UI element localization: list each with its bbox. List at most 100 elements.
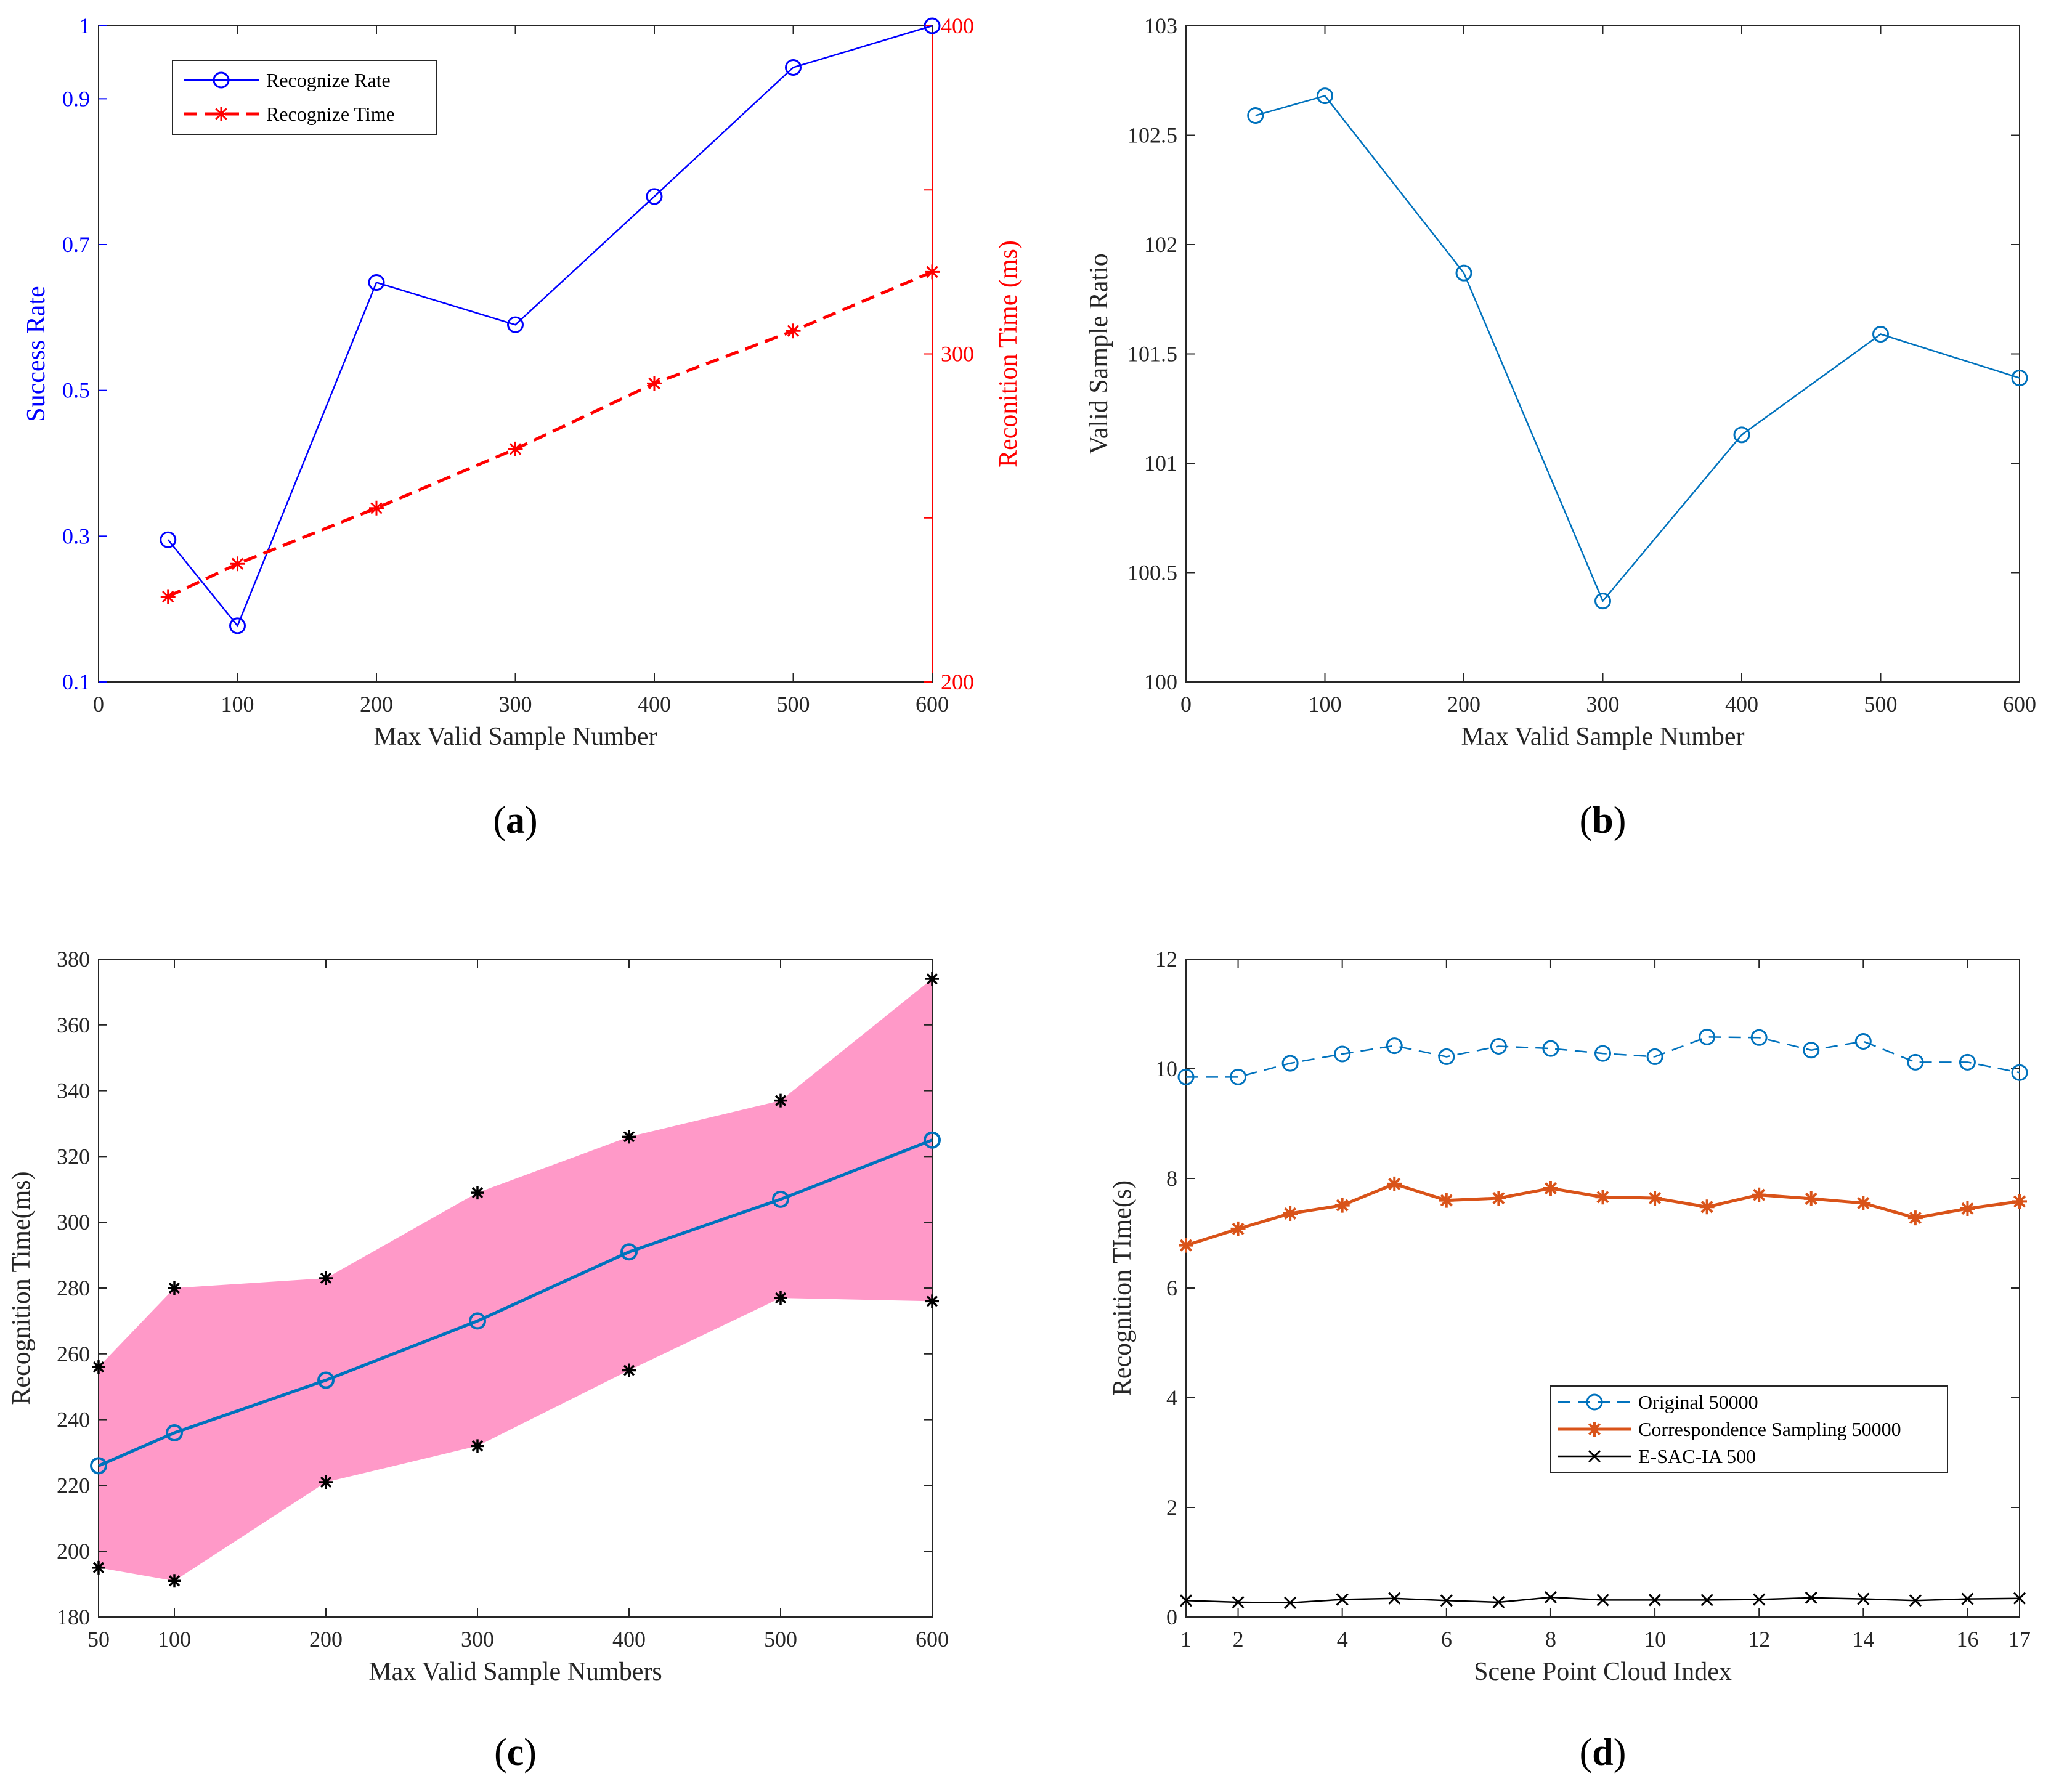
a-data-point-0 <box>924 17 941 34</box>
d-legend-label: E-SAC-IA 500 <box>1638 1445 1756 1467</box>
a-data-point-0 <box>368 274 385 291</box>
a-series-line-0 <box>167 25 933 628</box>
c-lower-point <box>774 1291 787 1305</box>
c-mean-point <box>772 1190 789 1208</box>
b-xtick-label: 100 <box>1309 692 1342 716</box>
c-xtick-label: 400 <box>612 1627 646 1652</box>
b-xtick-label: 0 <box>1180 692 1192 716</box>
c-ytick-label: 320 <box>57 1144 90 1169</box>
d-data-point-2 <box>1805 1591 1817 1604</box>
d-ytick-label: 2 <box>1166 1495 1177 1520</box>
c-mean-point <box>317 1371 335 1389</box>
c-mean-point <box>620 1243 638 1261</box>
d-data-point-1 <box>1907 1210 1923 1226</box>
c-ytick-label: 180 <box>57 1605 90 1629</box>
c-upper-point <box>622 1130 636 1144</box>
a-data-point-0 <box>646 188 663 205</box>
caption-paren-close: ) <box>1614 1732 1627 1774</box>
d-data-point-0 <box>2011 1064 2028 1081</box>
d-data-point-1 <box>1491 1191 1506 1206</box>
a-data-point-1 <box>369 500 384 516</box>
a-data-point-0 <box>160 531 177 548</box>
caption-paren-open: ( <box>1580 800 1593 841</box>
d-data-point-0 <box>1699 1028 1716 1045</box>
c-lower-point <box>471 1439 484 1453</box>
d-xtick-label: 2 <box>1233 1627 1244 1652</box>
c-lower-point <box>168 1574 181 1588</box>
panel-caption: (d) <box>1580 1732 1627 1774</box>
d-legend-marker-1 <box>1587 1422 1602 1437</box>
caption-paren-close: ) <box>525 800 538 841</box>
d-data-point-1 <box>1387 1176 1402 1191</box>
b-ylabel: Valid Sample Ratio <box>1085 253 1113 455</box>
panel-caption: (c) <box>494 1732 537 1774</box>
a-ylabel-right: Reconition Time (ms) <box>994 240 1023 468</box>
d-data-point-1 <box>1179 1238 1193 1253</box>
c-ytick-label: 260 <box>57 1342 90 1366</box>
d-legend-label: Original 50000 <box>1638 1391 1758 1413</box>
d-data-point-0 <box>1490 1038 1507 1055</box>
d-data-point-2 <box>1440 1594 1453 1607</box>
c-lower-point <box>925 1294 939 1308</box>
d-xtick-label: 1 <box>1180 1627 1192 1652</box>
d-data-point-2 <box>1857 1592 1870 1605</box>
a-xtick-label: 200 <box>360 692 393 716</box>
b-ytick-label: 101.5 <box>1127 342 1177 367</box>
d-data-point-0 <box>1230 1068 1247 1085</box>
c-upper-point <box>925 972 939 986</box>
c-ytick-label: 220 <box>57 1473 90 1498</box>
b-ytick-label: 100.5 <box>1127 561 1177 585</box>
d-ytick-label: 6 <box>1166 1276 1177 1300</box>
d-xtick-label: 16 <box>1956 1627 1978 1652</box>
d-xtick-label: 14 <box>1852 1627 1874 1652</box>
d-data-point-1 <box>1699 1199 1715 1215</box>
d-data-point-2 <box>1544 1591 1558 1604</box>
d-ytick-label: 10 <box>1155 1056 1177 1081</box>
d-xtick-label: 4 <box>1337 1627 1348 1652</box>
d-data-point-2 <box>2013 1592 2026 1605</box>
a-left-ytick-label: 1 <box>79 14 90 38</box>
d-data-point-2 <box>1232 1595 1245 1609</box>
d-data-point-2 <box>1179 1594 1193 1607</box>
d-xtick-label: 8 <box>1545 1627 1556 1652</box>
d-data-point-1 <box>1439 1193 1454 1208</box>
d-data-point-0 <box>1959 1053 1976 1071</box>
caption-paren-open: ( <box>494 1732 507 1774</box>
d-data-point-2 <box>1753 1593 1766 1606</box>
panel-caption: (b) <box>1580 800 1627 841</box>
d-data-point-1 <box>1283 1206 1298 1221</box>
c-lower-point <box>622 1363 636 1377</box>
c-ytick-label: 340 <box>57 1079 90 1103</box>
d-data-point-2 <box>1909 1594 1922 1607</box>
caption-paren-open: ( <box>493 800 506 841</box>
d-data-point-0 <box>1542 1040 1559 1057</box>
d-xtick-label: 12 <box>1748 1627 1770 1652</box>
c-lower-point <box>92 1560 105 1575</box>
d-data-point-2 <box>1284 1596 1297 1609</box>
a-legend-label: Recognize Time <box>266 103 395 125</box>
d-data-point-2 <box>1700 1594 1713 1607</box>
b-data-point <box>2011 370 2028 387</box>
b-xtick-label: 200 <box>1447 692 1480 716</box>
d-data-point-1 <box>1230 1221 1246 1236</box>
d-data-point-2 <box>1961 1592 1974 1605</box>
panel-caption: (a) <box>493 800 537 841</box>
d-data-point-0 <box>1907 1053 1924 1071</box>
b-data-point <box>1733 426 1750 444</box>
c-xtick-label: 500 <box>764 1627 797 1652</box>
a-data-point-0 <box>785 59 802 76</box>
b-xtick-label: 300 <box>1586 692 1620 716</box>
d-data-point-0 <box>1438 1048 1455 1065</box>
d-data-point-2 <box>1336 1593 1349 1606</box>
d-data-point-0 <box>1594 1045 1611 1062</box>
c-xtick-label: 600 <box>916 1627 949 1652</box>
a-data-point-1 <box>786 323 801 339</box>
a-legend-marker-0 <box>213 71 230 89</box>
a-legend-label: Recognize Rate <box>266 69 391 91</box>
d-data-point-0 <box>1646 1048 1663 1065</box>
b-data-point <box>1317 87 1333 105</box>
a-xtick-label: 100 <box>221 692 254 716</box>
